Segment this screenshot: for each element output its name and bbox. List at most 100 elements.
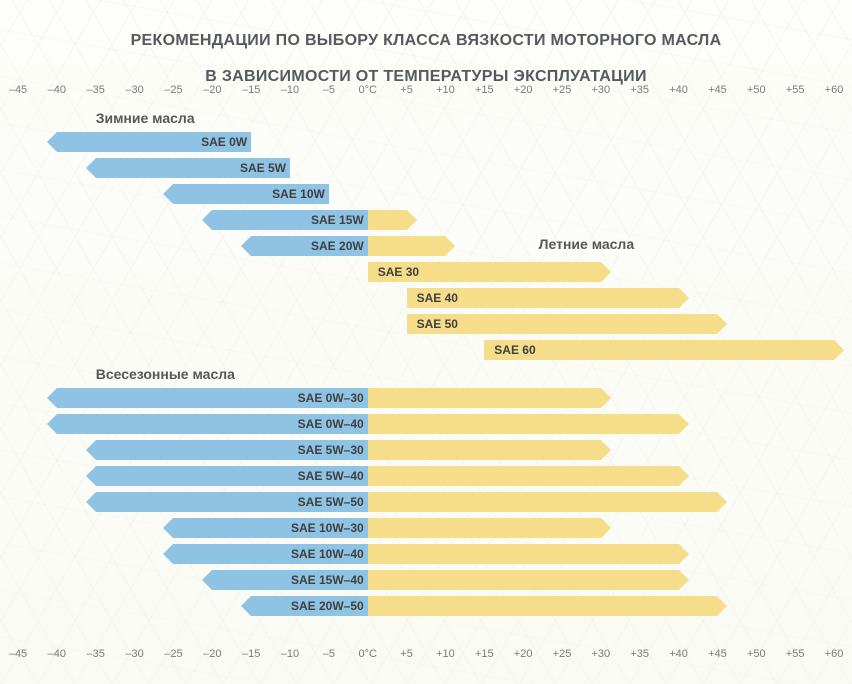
axis-tick: +30 <box>592 648 611 660</box>
oil-bar-row: SAE 10W <box>18 184 834 204</box>
arrow-left-icon <box>47 414 57 434</box>
arrow-left-icon <box>47 132 57 152</box>
axis-tick: –25 <box>164 648 182 660</box>
axis-tick: –40 <box>48 648 66 660</box>
axis-tick: –20 <box>203 648 221 660</box>
bar-label: SAE 0W <box>201 135 247 149</box>
bar-segment <box>368 570 679 590</box>
oil-bar-row: SAE 5W–40 <box>18 466 834 486</box>
bar-segment <box>368 492 718 512</box>
arrow-right-icon <box>717 596 727 616</box>
axis-tick: +25 <box>553 84 572 96</box>
arrow-left-icon <box>86 158 96 178</box>
bar-label: SAE 10W–40 <box>291 547 364 561</box>
axis-tick: +20 <box>514 84 533 96</box>
bar-segment <box>484 340 834 360</box>
bar-segment <box>368 518 601 538</box>
axis-tick: +45 <box>708 84 727 96</box>
section-label: Всесезонные масла <box>18 366 834 386</box>
axis-tick: –35 <box>87 648 105 660</box>
arrow-left-icon <box>163 544 173 564</box>
axis-tick: –15 <box>242 84 260 96</box>
axis-tick: –10 <box>281 648 299 660</box>
axis-tick: –30 <box>125 84 143 96</box>
arrow-right-icon <box>834 340 844 360</box>
arrow-left-icon <box>202 570 212 590</box>
oil-bar-row: SAE 0W–30 <box>18 388 834 408</box>
axis-tick: +15 <box>475 84 494 96</box>
oil-bar-row: SAE 0W <box>18 132 834 152</box>
bar-segment <box>368 466 679 486</box>
bar-label: SAE 5W–40 <box>298 469 364 483</box>
chart-rows: Зимние масла SAE 0W SAE 5W SAE 10W SAE 15W SA… <box>18 110 834 638</box>
oil-bar-row: SAE 30 <box>18 262 834 282</box>
axis-tick: –40 <box>48 84 66 96</box>
axis-tick: +35 <box>630 648 649 660</box>
axis-tick: +10 <box>436 84 455 96</box>
oil-bar-row: SAE 20W–50 <box>18 596 834 616</box>
bar-label: SAE 60 <box>494 343 535 357</box>
axis-tick: +60 <box>825 84 844 96</box>
oil-bar-row: SAE 10W–40 <box>18 544 834 564</box>
axis-tick: –20 <box>203 84 221 96</box>
bar-label: SAE 5W <box>240 161 286 175</box>
axis-tick: –35 <box>87 84 105 96</box>
arrow-right-icon <box>679 544 689 564</box>
axis-tick: –30 <box>125 648 143 660</box>
bar-segment <box>368 596 718 616</box>
axis-tick: +60 <box>825 648 844 660</box>
bar-segment <box>368 388 601 408</box>
axis-tick: +50 <box>747 84 766 96</box>
oil-bar-row: SAE 40 <box>18 288 834 308</box>
oil-bar-row: SAE 5W–50 <box>18 492 834 512</box>
arrow-right-icon <box>679 466 689 486</box>
bar-label: SAE 20W–50 <box>291 599 364 613</box>
arrow-left-icon <box>241 236 251 256</box>
section-label-text: Всесезонные масла <box>96 366 235 382</box>
arrow-right-icon <box>601 440 611 460</box>
bar-label: SAE 15W–40 <box>291 573 364 587</box>
oil-bar-row: SAE 20WЛетние масла <box>18 236 834 256</box>
bar-label: SAE 0W–40 <box>298 417 364 431</box>
arrow-left-icon <box>241 596 251 616</box>
oil-bar-row: SAE 60 <box>18 340 834 360</box>
axis-tick: +55 <box>786 648 805 660</box>
axis-tick: +40 <box>669 648 688 660</box>
axis-tick: –5 <box>323 84 335 96</box>
arrow-right-icon <box>679 570 689 590</box>
arrow-right-icon <box>601 518 611 538</box>
oil-bar-row: SAE 5W <box>18 158 834 178</box>
arrow-left-icon <box>86 440 96 460</box>
section-label-text: Зимние масла <box>96 110 195 126</box>
axis-tick: 0°C <box>358 84 376 96</box>
arrow-left-icon <box>202 210 212 230</box>
chart-title-line1: РЕКОМЕНДАЦИИ ПО ВЫБОРУ КЛАССА ВЯЗКОСТИ М… <box>0 32 852 50</box>
x-axis-bottom: –45–40–35–30–25–20–15–10–50°C+5+10+15+20… <box>18 648 834 664</box>
bar-label: SAE 40 <box>417 291 458 305</box>
oil-bar-row: SAE 15W <box>18 210 834 230</box>
axis-tick: +45 <box>708 648 727 660</box>
axis-tick: +40 <box>669 84 688 96</box>
oil-bar-row: SAE 15W–40 <box>18 570 834 590</box>
axis-tick: +50 <box>747 648 766 660</box>
bar-label: SAE 50 <box>417 317 458 331</box>
section-label: Зимние масла <box>18 110 834 130</box>
axis-tick: –5 <box>323 648 335 660</box>
axis-tick: +5 <box>400 648 413 660</box>
bar-segment <box>368 544 679 564</box>
arrow-left-icon <box>86 492 96 512</box>
arrow-right-icon <box>601 388 611 408</box>
oil-bar-row: SAE 5W–30 <box>18 440 834 460</box>
axis-tick: +15 <box>475 648 494 660</box>
axis-tick: +10 <box>436 648 455 660</box>
arrow-right-icon <box>601 262 611 282</box>
arrow-right-icon <box>679 288 689 308</box>
arrow-left-icon <box>86 466 96 486</box>
bar-label: SAE 5W–30 <box>298 443 364 457</box>
chart-plot: –45–40–35–30–25–20–15–10–50°C+5+10+15+20… <box>18 84 834 664</box>
axis-tick: –45 <box>9 648 27 660</box>
bar-segment <box>368 414 679 434</box>
bar-label: SAE 30 <box>378 265 419 279</box>
arrow-right-icon <box>679 414 689 434</box>
x-axis-top: –45–40–35–30–25–20–15–10–50°C+5+10+15+20… <box>18 84 834 100</box>
